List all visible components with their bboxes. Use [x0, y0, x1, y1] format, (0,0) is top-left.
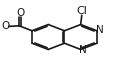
Text: N: N	[79, 45, 86, 55]
Text: O: O	[16, 8, 24, 18]
Text: O: O	[1, 21, 9, 32]
Text: N: N	[95, 25, 103, 35]
Text: Cl: Cl	[76, 6, 86, 16]
